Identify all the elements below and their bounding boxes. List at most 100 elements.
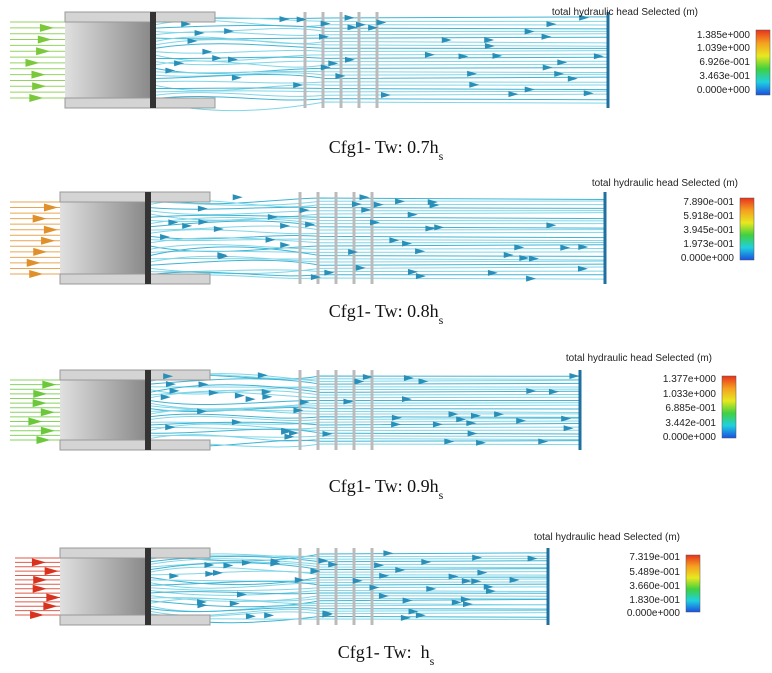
wall-bottom [60,440,210,450]
streamline [150,440,580,446]
flow-arrow [461,596,471,602]
colorbar [722,376,736,438]
legend-title: total hydraulic head Selected (m) [534,532,680,543]
streamline [150,270,605,272]
inlet-arrow [38,36,52,44]
pier [145,192,151,284]
legend-tick: 0.000e+000 [627,608,681,619]
panel: total hydraulic head Selected (m) 7.319e-… [15,532,700,668]
flow-arrow [280,223,290,229]
flow-arrow [392,415,402,421]
caption: Cfg1- Tw: 0.7hs [329,137,444,163]
inlet-arrow [27,259,41,267]
panel: total hydraulic head Selected (m)7.890e-… [10,178,754,327]
flow-arrow [289,430,299,436]
caption-subscript: s [430,654,435,668]
inlet-arrow [33,248,47,256]
flow-arrow [280,242,290,248]
inlet-arrow [40,24,54,32]
inlet-arrow [31,71,45,79]
figure: total hydraulic head Selected (m)1.385e+… [0,0,772,673]
colorbar [756,30,770,95]
streamline [155,32,608,36]
caption-text: Cfg1- Tw: 0.9h [329,476,439,496]
streamline [150,239,605,241]
streamline [150,427,580,429]
flow-arrow [232,419,242,425]
flow-arrow [560,245,570,251]
flow-arrow [235,393,245,399]
flow-arrow [543,65,553,71]
legend-tick: 7.319e-001 [629,552,680,563]
flow-arrow [213,570,223,576]
flow-arrow [547,21,557,27]
wall-top [65,12,215,22]
legend-title: total hydraulic head Selected (m) [566,353,712,364]
flow-arrow [526,276,536,282]
flow-arrow [224,28,234,34]
flow-arrow [246,613,256,619]
wall-bottom [60,615,210,625]
legend-tick: 1.377e+000 [663,374,717,385]
inlet-arrow [33,215,47,223]
flow-arrow [408,212,418,218]
inlet-arrow [45,567,59,575]
caption-text: Cfg1- Tw: 0.8h [329,301,439,321]
flow-arrow [468,430,478,436]
flow-arrow [395,198,405,204]
streamline [155,57,608,59]
flow-arrow [569,373,579,379]
streamline [155,102,608,111]
caption: Cfg1- Tw: hs [338,642,435,668]
flow-arrow [369,585,379,591]
flow-arrow [356,265,366,271]
legend-title: total hydraulic head Selected (m) [552,7,698,18]
flow-arrow [381,92,391,98]
inlet-arrow [44,204,58,212]
flow-arrow [466,420,476,426]
flow-arrow [202,49,212,55]
flow-arrow [232,75,242,81]
streamline [150,207,605,209]
streamline [150,609,548,615]
inlet-arrow [41,408,55,416]
inlet-arrow [41,427,55,435]
wall-top [60,370,210,380]
legend-tick: 6.926e-001 [699,57,750,68]
inlet-arrow [33,576,47,584]
flow-arrow [160,234,170,240]
caption-subscript: s [439,149,444,163]
legend-tick: 1.039e+000 [697,43,751,54]
caption-text: Cfg1- Tw: 0.7h [329,137,439,157]
caption-subscript: s [439,488,444,502]
inlet-arrow [29,270,43,278]
legend-tick: 3.463e-001 [699,71,750,82]
inlet-arrow [33,585,47,593]
colorbar [686,555,700,612]
panel: total hydraulic head Selected (m) 1.377e+… [10,353,736,502]
wall-top [60,192,210,202]
streamline [150,236,605,239]
flow-arrow [469,82,479,88]
panel: total hydraulic head Selected (m)1.385e+… [10,7,770,163]
inlet-arrow [42,381,56,389]
flow-arrow [546,222,556,228]
flow-arrow [568,76,578,82]
flow-arrow [504,252,514,258]
inlet-arrow [29,94,43,102]
flow-arrow [379,573,389,579]
flow-arrow [554,71,564,77]
inlet-arrow [43,602,57,610]
inlet-arrow [41,237,55,245]
inlet-arrow [36,47,50,55]
flow-arrow [264,612,274,618]
legend-tick: 1.830e-001 [629,595,680,606]
streamline [155,91,608,92]
legend-tick: 3.660e-001 [629,581,680,592]
flow-arrow [425,52,435,58]
legend-tick: 0.000e+000 [681,253,735,264]
caption: Cfg1- Tw: 0.9hs [329,476,444,502]
legend-tick: 5.489e-001 [629,567,680,578]
flow-arrow [472,555,482,561]
streamline [155,88,608,90]
